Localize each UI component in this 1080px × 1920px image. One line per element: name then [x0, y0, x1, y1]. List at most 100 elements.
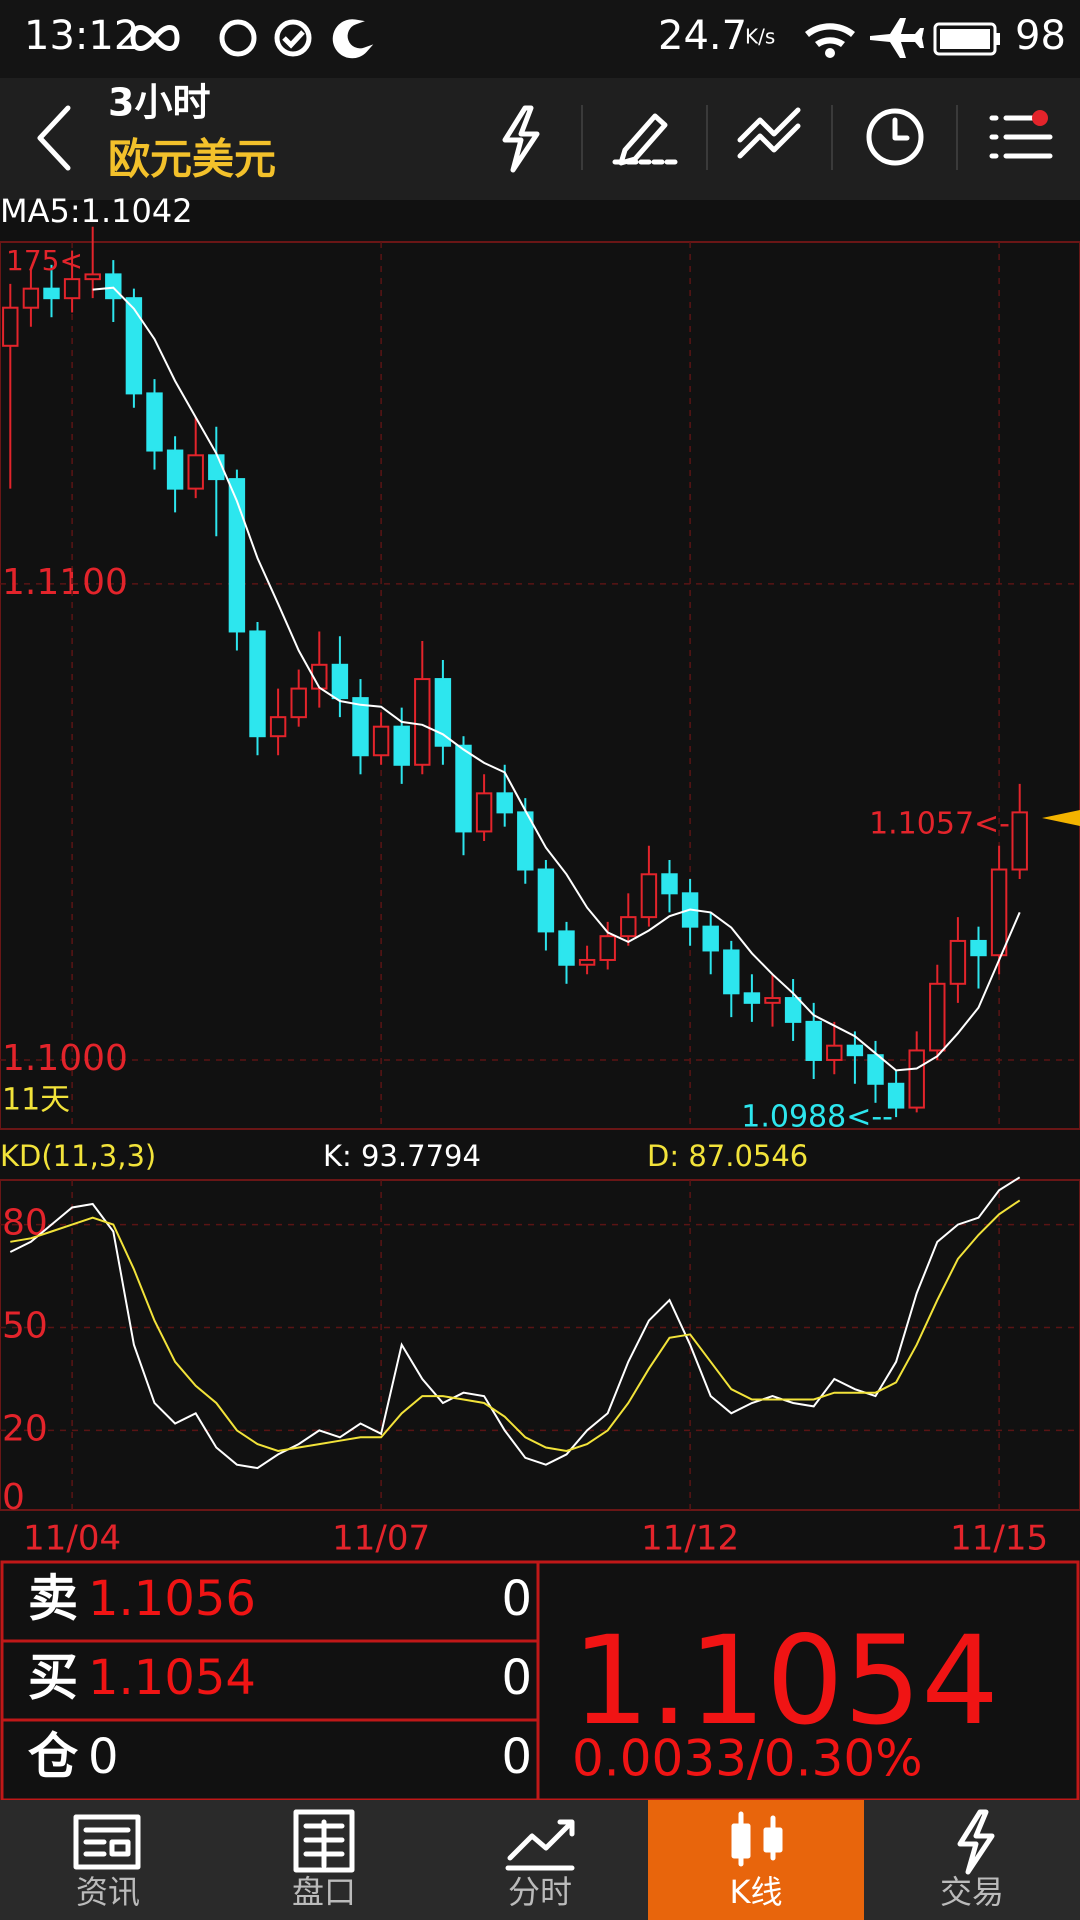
candle-body	[434, 678, 452, 747]
battery-level: 98	[1015, 13, 1066, 59]
tab-icons	[73, 1809, 995, 1875]
menu-button[interactable]	[989, 115, 1053, 159]
net-speed-unit: K/s	[745, 25, 775, 49]
price-panel	[0, 241, 1080, 1130]
candle-body	[1011, 811, 1028, 871]
ma-line	[92, 286, 1021, 1072]
y-tick-label: 1.1000	[2, 1038, 128, 1079]
candle-body	[475, 792, 493, 833]
row-qty: 0	[501, 1729, 532, 1785]
candle-body	[805, 1020, 822, 1061]
indicator-button[interactable]	[737, 107, 801, 159]
ma-label: MA5:1.1042	[0, 192, 193, 230]
candle-body	[620, 916, 637, 938]
y-tick-label: 50	[2, 1306, 48, 1347]
tab-label[interactable]: 分时	[508, 1873, 572, 1911]
candle-body	[2, 306, 19, 347]
tab-label[interactable]: 资讯	[76, 1873, 140, 1911]
candle-body	[929, 982, 946, 1052]
flash-button[interactable]	[502, 105, 540, 173]
candle-body	[414, 678, 431, 766]
candle-body	[640, 873, 658, 919]
low-label: 1.0988<--	[741, 1100, 893, 1135]
candle-body	[372, 725, 390, 757]
candle-body	[599, 935, 616, 961]
tab-label[interactable]: 交易	[940, 1873, 1004, 1911]
candle-body	[187, 454, 204, 490]
candle-body	[784, 997, 802, 1023]
symbol: 欧元美元	[108, 135, 276, 184]
y-tick-label: 20	[2, 1408, 48, 1449]
candle-body	[661, 873, 678, 895]
candle-body	[537, 868, 555, 933]
tab-bar	[0, 1800, 1080, 1920]
tab-label[interactable]: K线	[730, 1873, 783, 1911]
y-tick-label: 0	[2, 1477, 25, 1518]
row-qty: 0	[501, 1571, 532, 1627]
notification-dot	[1032, 110, 1048, 126]
last-label: 1.1057<-	[869, 807, 1010, 842]
candle-body	[908, 1049, 925, 1109]
row-label: 卖	[28, 1570, 78, 1628]
candle-body	[43, 287, 60, 300]
candle-body	[228, 478, 246, 633]
row-price: 0	[88, 1729, 119, 1785]
x-tick-label: 11/04	[23, 1519, 121, 1559]
candle-body	[558, 930, 575, 966]
x-tick-label: 11/07	[332, 1519, 430, 1559]
candle-body	[990, 868, 1008, 957]
candle-body	[22, 287, 40, 309]
row-label: 仓	[28, 1728, 79, 1786]
candle-body	[269, 716, 287, 738]
span-label: 11天	[2, 1083, 70, 1118]
candle-body	[331, 663, 349, 700]
tab-label[interactable]: 盘口	[292, 1873, 356, 1911]
d-label: D: 87.0546	[647, 1139, 808, 1173]
row-qty: 0	[501, 1650, 532, 1706]
x-tick-label: 11/12	[641, 1519, 739, 1559]
candle-body	[867, 1054, 884, 1085]
price-change: 0.0033/0.30%	[572, 1730, 923, 1788]
candle-body	[723, 949, 740, 995]
kd-line	[9, 1176, 1021, 1470]
candle-body	[702, 925, 719, 952]
candle-body	[743, 992, 761, 1004]
candle-body	[949, 939, 967, 985]
candle-body	[846, 1044, 864, 1057]
kd-line	[10, 1199, 1021, 1453]
status-icons	[130, 19, 374, 59]
net-speed: 24.7	[658, 13, 747, 59]
kd-title: KD(11,3,3)	[0, 1139, 156, 1173]
x-tick-label: 11/15	[950, 1519, 1048, 1559]
period[interactable]: 3小时	[108, 81, 210, 125]
row-label: 买	[28, 1649, 78, 1707]
candle-body	[166, 449, 184, 490]
history-button[interactable]	[866, 108, 924, 166]
draw-button[interactable]	[612, 113, 678, 166]
active-tab	[648, 1800, 864, 1920]
candle-body	[393, 725, 410, 766]
candle-body	[826, 1044, 843, 1061]
candle-body	[146, 392, 163, 452]
y-tick-label: 1.1100	[2, 562, 128, 603]
back-button[interactable]	[37, 105, 71, 171]
header-separators	[581, 105, 958, 170]
candle-body	[455, 744, 472, 833]
candle-body	[105, 273, 122, 300]
candle-body	[496, 792, 513, 814]
candle-body	[125, 297, 143, 395]
candle-body	[63, 278, 81, 300]
y-tick-label: 80	[2, 1203, 48, 1244]
candle-body	[887, 1082, 905, 1109]
candle-body	[970, 939, 987, 957]
status-right-icons	[805, 18, 1000, 58]
row-price: 1.1056	[88, 1571, 256, 1627]
clock: 13:12	[24, 13, 139, 59]
candle-body	[290, 687, 307, 719]
candle-body	[352, 697, 369, 757]
candle-body	[764, 997, 781, 1004]
k-label: K: 93.7794	[323, 1139, 481, 1173]
candle-body	[578, 958, 596, 966]
